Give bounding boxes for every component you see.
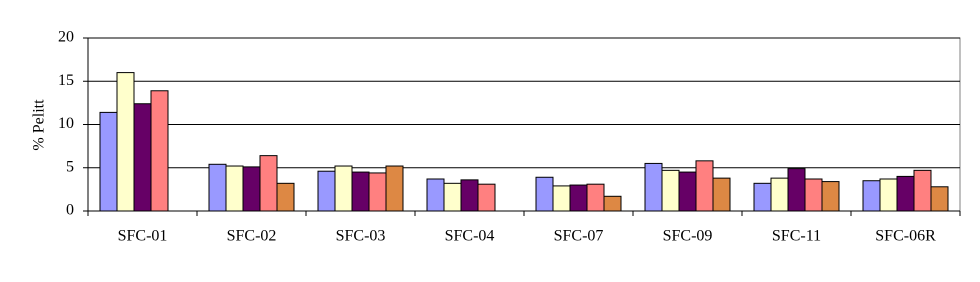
bar <box>644 162 663 212</box>
bar <box>426 178 445 212</box>
bar <box>133 103 152 212</box>
bar <box>99 111 118 212</box>
x-tick-label: SFC-06R <box>875 228 936 245</box>
bar <box>569 184 588 212</box>
bar <box>879 178 898 212</box>
y-tick-label: 10 <box>58 115 74 132</box>
bar <box>804 178 823 212</box>
bar <box>368 172 387 212</box>
bar <box>862 180 881 212</box>
bar <box>225 165 244 212</box>
bar <box>913 169 932 212</box>
x-tick-label: SFC-04 <box>445 228 495 245</box>
x-tick-label: SFC-07 <box>554 228 604 245</box>
bar <box>334 165 353 212</box>
bar <box>603 195 622 212</box>
y-tick-label: 20 <box>58 29 74 46</box>
x-tick-label: SFC-09 <box>663 228 713 245</box>
bar <box>930 186 949 212</box>
bar <box>351 171 370 212</box>
bar <box>678 171 697 212</box>
y-tick-label: 15 <box>58 72 74 89</box>
bar <box>661 169 680 212</box>
y-tick-label: 0 <box>66 202 74 219</box>
bar <box>317 170 336 212</box>
x-tick-label: SFC-02 <box>227 228 277 245</box>
bar <box>787 168 806 212</box>
bar <box>242 166 261 212</box>
bar <box>443 182 462 212</box>
bar <box>208 163 227 212</box>
bar <box>276 182 295 212</box>
x-tick-label: SFC-01 <box>118 228 168 245</box>
bar <box>385 165 404 212</box>
bar <box>535 176 554 212</box>
x-tick-label: SFC-03 <box>336 228 386 245</box>
bar <box>116 72 135 212</box>
y-axis-label: % Pelitt <box>31 99 48 151</box>
bar <box>753 182 772 212</box>
bar <box>460 179 479 212</box>
bar <box>477 183 496 212</box>
bar <box>259 155 278 212</box>
x-tick-label: SFC-11 <box>772 228 821 245</box>
bar <box>770 177 789 212</box>
y-tick-label: 5 <box>66 158 74 175</box>
bar <box>552 185 571 212</box>
bar <box>586 183 605 212</box>
bar <box>695 160 714 212</box>
bar <box>712 177 731 212</box>
bar <box>150 90 169 212</box>
bar <box>821 181 840 212</box>
bar <box>896 175 915 212</box>
